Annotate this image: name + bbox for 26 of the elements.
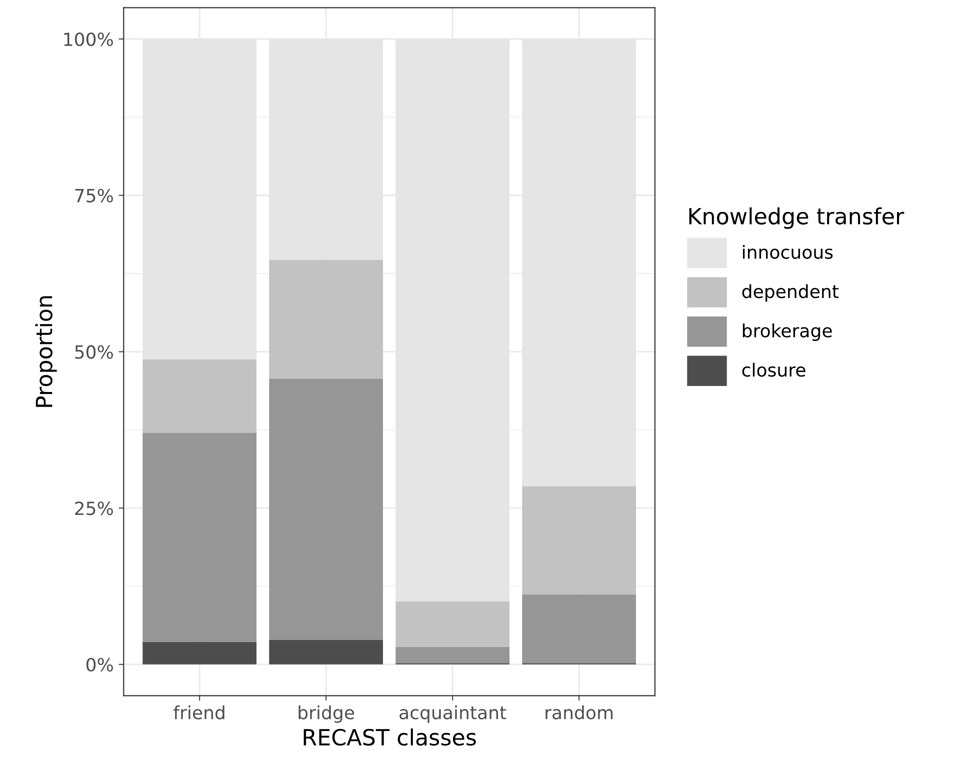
x-tick-label: acquaintant [400,705,506,723]
y-tick-label: 0% [86,658,113,672]
bar [269,260,383,379]
y-tick-label: 75% [75,188,113,202]
legend-label: dependent [742,284,839,302]
bar [142,642,256,664]
legend-label: closure [742,362,806,377]
bar [396,601,510,647]
legend-label: innocuous [743,244,833,259]
bar [142,359,256,434]
y-tick-label: 100% [64,32,113,46]
bar [396,646,510,664]
y-tick-label: 50% [75,345,113,359]
legend-label: brokerage [742,324,832,341]
y-axis-title: Proportion [35,296,57,407]
x-axis-title: RECAST classes [304,728,476,746]
bar [142,433,256,642]
bar [269,378,383,640]
bar [522,594,636,664]
bar [269,640,383,664]
x-tick-label: friend [174,705,224,720]
legend-title: Knowledge transfer [689,207,904,229]
bar [522,486,636,594]
x-tick-label: random [546,705,613,720]
y-tick-label: 25% [75,502,113,516]
x-tick-label: bridge [298,705,354,723]
